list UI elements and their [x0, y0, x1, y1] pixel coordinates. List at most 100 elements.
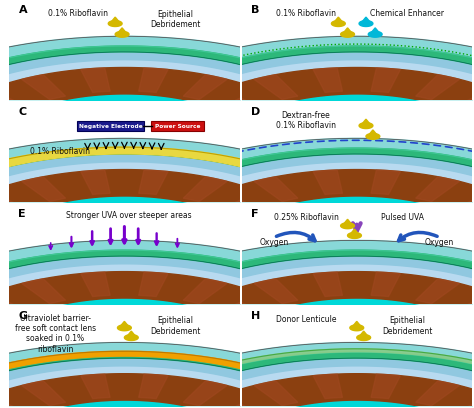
- Text: 0.1% Riboflavin: 0.1% Riboflavin: [30, 146, 90, 155]
- Polygon shape: [0, 358, 318, 404]
- Text: B: B: [251, 5, 259, 15]
- Polygon shape: [205, 89, 259, 112]
- Polygon shape: [81, 272, 110, 297]
- Polygon shape: [143, 148, 474, 201]
- Polygon shape: [350, 229, 359, 234]
- Text: C: C: [18, 107, 27, 117]
- Polygon shape: [368, 31, 382, 37]
- Polygon shape: [81, 283, 172, 357]
- Polygon shape: [154, 67, 474, 153]
- Polygon shape: [154, 374, 474, 408]
- Text: D: D: [251, 107, 260, 117]
- Polygon shape: [111, 17, 119, 22]
- Polygon shape: [309, 181, 401, 255]
- Polygon shape: [139, 68, 168, 92]
- Polygon shape: [127, 331, 136, 336]
- Polygon shape: [81, 342, 474, 408]
- Polygon shape: [0, 352, 338, 405]
- Polygon shape: [22, 177, 65, 202]
- Polygon shape: [309, 283, 401, 357]
- Polygon shape: [163, 256, 474, 302]
- Polygon shape: [205, 293, 259, 316]
- Polygon shape: [344, 219, 352, 224]
- Polygon shape: [0, 374, 327, 408]
- Polygon shape: [139, 170, 168, 195]
- Polygon shape: [0, 147, 287, 177]
- Polygon shape: [371, 28, 379, 33]
- Polygon shape: [366, 133, 380, 139]
- Polygon shape: [371, 374, 401, 399]
- Text: Ultraviolet barrier-
free soft contact lens
soaked in 0.1%
riboflavin: Ultraviolet barrier- free soft contact l…: [15, 314, 96, 354]
- Text: G: G: [18, 311, 27, 321]
- Text: Epithelial
Debridement: Epithelial Debridement: [150, 316, 200, 335]
- Polygon shape: [171, 212, 230, 231]
- Polygon shape: [22, 75, 65, 100]
- Polygon shape: [183, 177, 227, 202]
- Polygon shape: [455, 395, 474, 408]
- Polygon shape: [344, 28, 352, 33]
- Polygon shape: [143, 352, 474, 405]
- Text: 0.1% Riboflavin: 0.1% Riboflavin: [48, 9, 109, 18]
- Polygon shape: [81, 79, 172, 153]
- Polygon shape: [0, 395, 27, 408]
- Text: Power Source: Power Source: [155, 124, 200, 129]
- Polygon shape: [222, 395, 276, 408]
- Text: Epithelial
Debridement: Epithelial Debridement: [382, 316, 433, 335]
- Polygon shape: [120, 322, 128, 326]
- Polygon shape: [252, 212, 310, 231]
- Text: H: H: [251, 311, 260, 321]
- Text: A: A: [18, 5, 27, 15]
- Polygon shape: [0, 272, 327, 357]
- Polygon shape: [154, 170, 474, 255]
- Polygon shape: [81, 36, 474, 153]
- Text: E: E: [18, 209, 26, 219]
- Polygon shape: [183, 75, 227, 100]
- Polygon shape: [154, 272, 474, 357]
- Polygon shape: [222, 89, 276, 112]
- Polygon shape: [309, 79, 401, 153]
- Polygon shape: [0, 191, 27, 214]
- Polygon shape: [252, 314, 310, 333]
- Polygon shape: [416, 177, 459, 202]
- Polygon shape: [0, 148, 338, 201]
- Polygon shape: [359, 21, 373, 27]
- Text: Dextran-free
0.1% Riboflavin: Dextran-free 0.1% Riboflavin: [276, 111, 336, 131]
- Polygon shape: [81, 170, 110, 195]
- Polygon shape: [0, 293, 27, 316]
- Text: Epithelial
Debridement: Epithelial Debridement: [150, 10, 200, 29]
- Polygon shape: [171, 110, 230, 129]
- Polygon shape: [254, 75, 298, 100]
- Polygon shape: [81, 385, 172, 408]
- Polygon shape: [0, 36, 401, 153]
- Polygon shape: [416, 75, 459, 100]
- Polygon shape: [0, 154, 318, 200]
- Polygon shape: [163, 52, 474, 98]
- Text: 0.25% Riboflavin: 0.25% Riboflavin: [273, 213, 338, 222]
- Polygon shape: [0, 52, 318, 98]
- Polygon shape: [0, 170, 327, 255]
- Polygon shape: [0, 46, 338, 99]
- Polygon shape: [341, 31, 355, 37]
- Polygon shape: [341, 223, 355, 228]
- Polygon shape: [0, 138, 401, 255]
- Polygon shape: [163, 358, 474, 404]
- Polygon shape: [416, 279, 459, 304]
- Polygon shape: [0, 250, 338, 303]
- Text: Stronger UVA over steeper areas: Stronger UVA over steeper areas: [66, 211, 192, 220]
- Polygon shape: [347, 233, 361, 238]
- Polygon shape: [0, 89, 27, 112]
- Polygon shape: [81, 138, 474, 255]
- Text: Negative Electrode: Negative Electrode: [79, 124, 143, 129]
- Polygon shape: [108, 21, 122, 27]
- Polygon shape: [362, 119, 370, 124]
- Polygon shape: [124, 349, 474, 408]
- Polygon shape: [143, 46, 474, 99]
- Polygon shape: [118, 325, 131, 331]
- Text: Pulsed UVA: Pulsed UVA: [381, 213, 424, 222]
- Polygon shape: [416, 381, 459, 406]
- Polygon shape: [163, 154, 474, 200]
- Polygon shape: [353, 322, 361, 326]
- Polygon shape: [22, 381, 65, 406]
- Polygon shape: [81, 240, 474, 357]
- Polygon shape: [254, 381, 298, 406]
